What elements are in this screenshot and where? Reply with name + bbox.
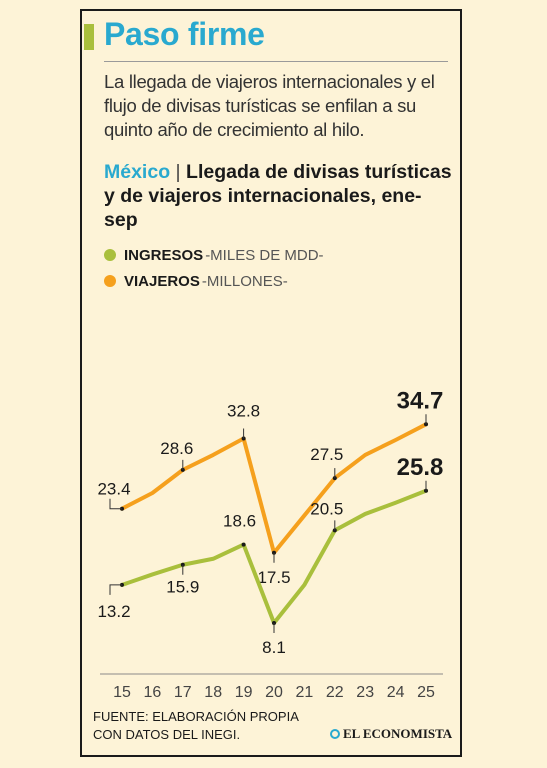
data-label-ingresos: 18.6 <box>223 512 256 531</box>
legend-item-ingresos: INGRESOS -MILES DE MDD- <box>104 242 324 268</box>
headline: Paso firme <box>104 16 265 52</box>
x-tick-label: 17 <box>174 684 192 701</box>
x-tick-label: 20 <box>265 684 283 701</box>
legend-label-ingresos: INGRESOS <box>124 246 204 264</box>
legend: INGRESOS -MILES DE MDD- VIAJEROS -MILLON… <box>104 242 324 294</box>
brand-mark-icon <box>330 729 340 739</box>
x-tick-label: 23 <box>356 684 374 701</box>
label-leader-viajeros <box>109 498 122 510</box>
data-label-ingresos: 20.5 <box>310 499 343 518</box>
data-label-ingresos: 8.1 <box>262 638 286 657</box>
legend-item-viajeros: VIAJEROS -MILLONES- <box>104 268 324 294</box>
data-label-ingresos: 25.8 <box>397 454 444 481</box>
brand-logo: EL ECONOMISTA <box>330 726 452 742</box>
chart-title-text: Llegada de divisas turísticas y de viaje… <box>104 161 452 231</box>
x-tick-label: 24 <box>387 684 405 701</box>
legend-unit-ingresos: -MILES DE MDD- <box>205 246 324 264</box>
legend-swatch-ingresos <box>104 249 116 261</box>
data-label-viajeros: 34.7 <box>397 387 444 414</box>
x-tick-label: 15 <box>113 684 131 701</box>
data-label-viajeros: 28.6 <box>160 439 193 458</box>
source-text: FUENTE: ELABORACIÓN PROPIA CON DATOS DEL… <box>93 709 299 742</box>
x-tick-label: 21 <box>296 684 314 701</box>
data-label-viajeros: 32.8 <box>227 401 260 420</box>
x-tick-label: 22 <box>326 684 344 701</box>
brand-name: EL ECONOMISTA <box>343 726 453 741</box>
chart-title: México | Llegada de divisas turísticas y… <box>104 160 454 232</box>
data-label-viajeros: 23.4 <box>97 480 130 499</box>
data-point-ingresos <box>241 542 246 547</box>
legend-swatch-viajeros <box>104 275 116 287</box>
x-tick-label: 25 <box>417 684 435 701</box>
headline-accent-bar <box>84 24 94 50</box>
dek: La llegada de viajeros internacionales y… <box>104 71 435 140</box>
chart-title-country: México <box>104 161 171 183</box>
data-label-viajeros: 17.5 <box>257 568 290 587</box>
x-tick-label: 18 <box>204 684 222 701</box>
data-label-ingresos: 15.9 <box>166 578 199 597</box>
x-tick-label: 16 <box>144 684 162 701</box>
data-label-ingresos: 13.2 <box>97 602 130 621</box>
data-label-viajeros: 27.5 <box>310 445 343 464</box>
chart-title-separator: | <box>175 161 181 183</box>
legend-label-viajeros: VIAJEROS <box>124 272 200 290</box>
legend-unit-viajeros: -MILLONES- <box>201 272 288 290</box>
x-tick-label: 19 <box>235 684 253 701</box>
figure-frame <box>80 9 462 757</box>
source-note: FUENTE: ELABORACIÓN PROPIA CON DATOS DEL… <box>93 708 323 744</box>
label-leader-ingresos <box>109 584 122 595</box>
headline-rule <box>104 61 448 62</box>
